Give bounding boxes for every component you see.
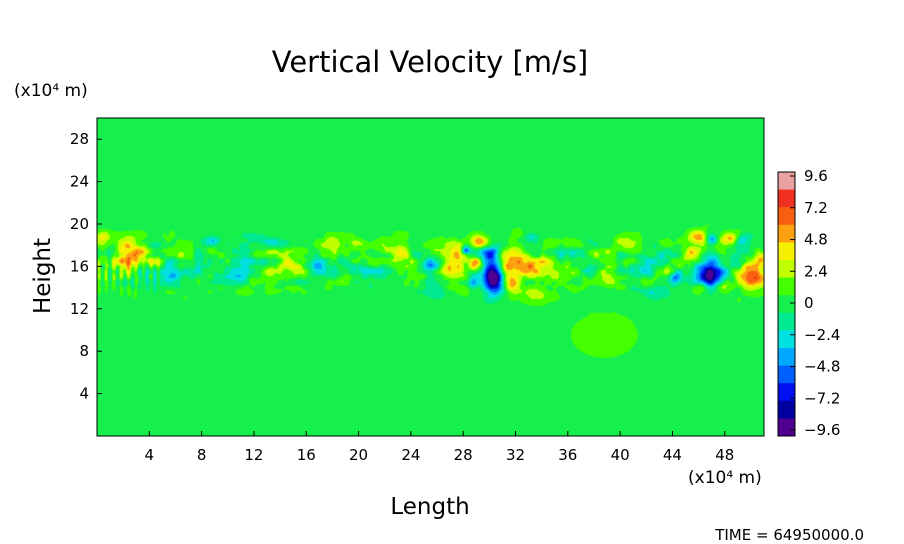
y-tick-label: 24 [70, 173, 89, 191]
x-tick-label: 12 [244, 446, 263, 464]
colorbar-label: 0 [804, 294, 814, 312]
colorbar-segment [778, 277, 795, 296]
chart-title: Vertical Velocity [m/s] [272, 45, 589, 79]
x-tick-label: 40 [611, 446, 630, 464]
plot-area [96, 117, 765, 437]
x-tick-label: 4 [145, 446, 155, 464]
x-tick-label: 28 [454, 446, 473, 464]
colorbar-segment [778, 224, 795, 243]
x-tick-label: 20 [349, 446, 368, 464]
time-label: TIME = 64950000.0 [714, 526, 864, 544]
colorbar-segment [778, 418, 795, 437]
x-tick-label: 32 [506, 446, 525, 464]
colorbar-segment [778, 207, 795, 226]
colorbar-frame [777, 171, 796, 437]
colorbar-segment [778, 348, 795, 367]
colorbar-label: 2.4 [804, 262, 828, 280]
x-axis-label: Length [390, 494, 469, 520]
y-tick-label: 12 [70, 300, 89, 318]
x-tick-label: 8 [197, 446, 207, 464]
colorbar: 9.6 7.2 4.8 2.4 0 −2.4 −4.8 −7.2 −9.6 [777, 167, 840, 439]
plot-frame [96, 117, 765, 437]
colorbar-label: −9.6 [804, 421, 840, 439]
colorbar-label: −7.2 [804, 389, 840, 407]
x-tick-label: 16 [297, 446, 316, 464]
x-tick-label: 48 [715, 446, 734, 464]
colorbar-label: −2.4 [804, 326, 840, 344]
y-tick-label: 16 [70, 257, 89, 275]
colorbar-label: 4.8 [804, 231, 828, 249]
colorbar-label: −4.8 [804, 358, 840, 376]
colorbar-segment [778, 172, 795, 191]
colorbar-segment [778, 260, 795, 279]
x-tick-label: 24 [401, 446, 420, 464]
y-tick-label: 4 [79, 385, 89, 403]
heatmap-field [97, 118, 764, 436]
colorbar-segment [778, 312, 795, 331]
colorbar-label: 9.6 [804, 167, 828, 185]
y-axis-ticks: 4 8 12 16 20 24 28 [70, 130, 102, 403]
colorbar-segment [778, 189, 795, 208]
colorbar-segment [778, 330, 795, 349]
y-tick-label: 28 [70, 130, 89, 148]
y-axis-unit: (x10⁴ m) [14, 81, 88, 101]
colorbar-segment [778, 383, 795, 402]
x-tick-label: 44 [663, 446, 682, 464]
x-axis-ticks: 4 8 12 16 20 24 28 32 36 40 44 48 [145, 431, 734, 464]
colorbar-segment [778, 400, 795, 419]
colorbar-label: 7.2 [804, 199, 828, 217]
colorbar-segment [778, 365, 795, 384]
y-tick-label: 8 [79, 342, 89, 360]
colorbar-segment [778, 295, 795, 314]
y-tick-label: 20 [70, 215, 89, 233]
x-tick-label: 36 [558, 446, 577, 464]
y-axis-label: Height [30, 238, 56, 314]
colorbar-segment [778, 242, 795, 261]
x-axis-unit: (x10⁴ m) [688, 468, 762, 488]
